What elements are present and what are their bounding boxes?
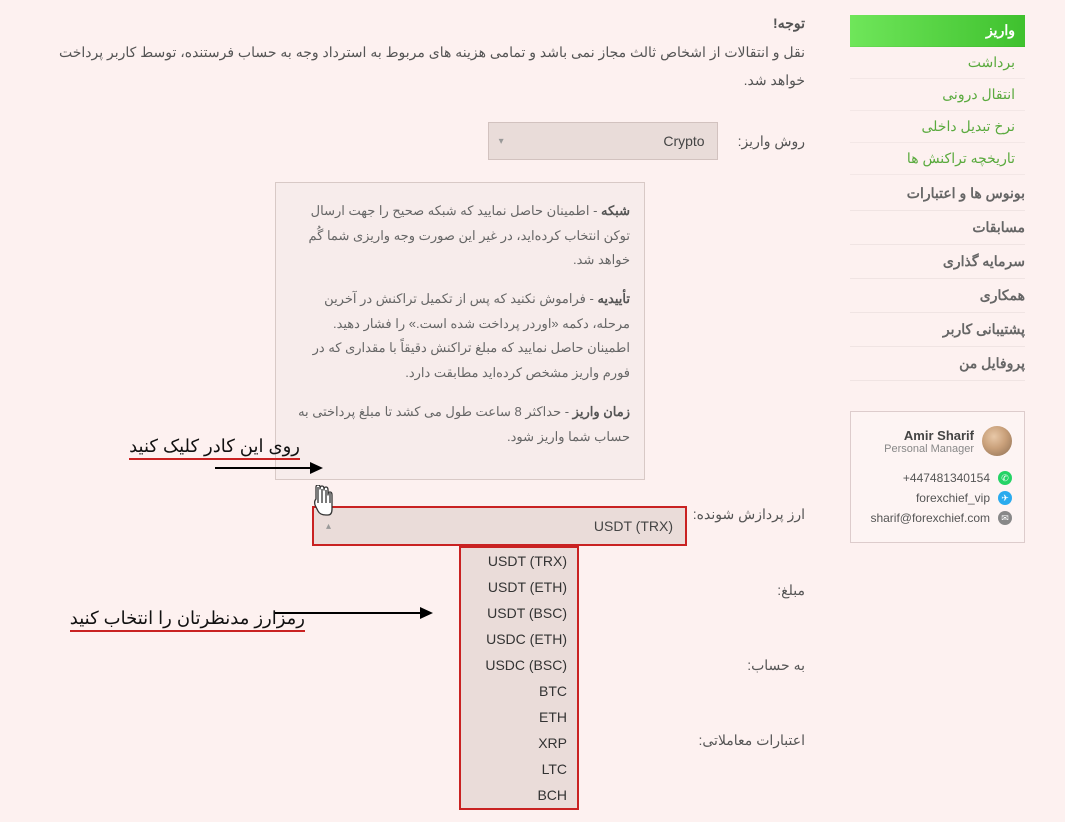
sidebar-section-investment[interactable]: سرمایه گذاری <box>850 245 1025 279</box>
chevron-up-icon: ▴ <box>326 521 331 532</box>
sidebar-section-profile[interactable]: پروفایل من <box>850 347 1025 381</box>
option-xrp[interactable]: XRP <box>461 730 577 756</box>
account-label: به حساب: <box>698 657 805 674</box>
paycurrency-dropdown: USDT (TRX) USDT (ETH) USDT (BSC) USDC (E… <box>459 546 579 810</box>
sidebar-section-contests[interactable]: مسابقات <box>850 211 1025 245</box>
option-usdt-bsc[interactable]: USDT (BSC) <box>461 600 577 626</box>
chevron-down-icon: ▾ <box>499 136 504 147</box>
option-bch[interactable]: BCH <box>461 782 577 808</box>
sidebar-section-support[interactable]: پشتیبانی کاربر <box>850 313 1025 347</box>
notice-title: توجه! <box>40 15 805 32</box>
option-btc[interactable]: BTC <box>461 678 577 704</box>
sidebar-section-partnership[interactable]: همکاری <box>850 279 1025 313</box>
credit-label: اعتبارات معاملاتی: <box>698 732 805 749</box>
annotation-1-text: روی این کادر کلیک کنید <box>129 436 300 460</box>
arrow-2 <box>275 605 435 630</box>
sidebar: واریز برداشت انتقال درونی نرخ تبدیل داخل… <box>850 15 1025 543</box>
telegram-icon: ✈ <box>998 491 1012 505</box>
main-content: توجه! نقل و انتقالات از اشخاص ثالث مجاز … <box>40 15 805 574</box>
manager-email: sharif@forexchief.com <box>870 511 990 525</box>
sidebar-item-transactions[interactable]: تاریخچه تراکنش ها <box>850 143 1025 175</box>
info-confirm-text: - فراموش نکنید که پس از تکمیل تراکنش در … <box>313 291 630 380</box>
annotation-2: رمزارز مدنظرتان را انتخاب کنید <box>45 608 305 629</box>
option-usdt-eth[interactable]: USDT (ETH) <box>461 574 577 600</box>
amount-label: مبلغ: <box>698 582 805 599</box>
option-eth[interactable]: ETH <box>461 704 577 730</box>
email-icon: ✉ <box>998 511 1012 525</box>
info-box: شبکه - اطمینان حاصل نمایید که شبکه صحیح … <box>275 182 645 480</box>
option-usdc-bsc[interactable]: USDC (BSC) <box>461 652 577 678</box>
info-network-label: شبکه <box>601 203 630 218</box>
paycurrency-select[interactable]: USDT (TRX) ▴ USDT (TRX) USDT (ETH) USDT … <box>312 506 687 546</box>
deposit-method-value: Crypto <box>663 133 704 149</box>
manager-card: Amir Sharif Personal Manager +4474813401… <box>850 411 1025 543</box>
annotation-1: روی این کادر کلیک کنید <box>40 436 300 457</box>
info-confirm-label: تأییدیه <box>597 291 630 306</box>
sidebar-item-internal-transfer[interactable]: انتقال درونی <box>850 79 1025 111</box>
arrow-1 <box>215 460 325 485</box>
notice-body: نقل و انتقالات از اشخاص ثالث مجاز نمی با… <box>40 38 805 94</box>
option-ltc[interactable]: LTC <box>461 756 577 782</box>
manager-phone-row[interactable]: +447481340154 ✆ <box>863 468 1012 488</box>
manager-email-row[interactable]: sharif@forexchief.com ✉ <box>863 508 1012 528</box>
avatar <box>982 426 1012 456</box>
deposit-method-label: روش واریز: <box>738 133 805 150</box>
sidebar-item-withdraw[interactable]: برداشت <box>850 47 1025 79</box>
manager-telegram-row[interactable]: forexchief_vip ✈ <box>863 488 1012 508</box>
option-usdc-eth[interactable]: USDC (ETH) <box>461 626 577 652</box>
whatsapp-icon: ✆ <box>998 471 1012 485</box>
manager-phone: +447481340154 <box>903 471 990 485</box>
manager-telegram: forexchief_vip <box>916 491 990 505</box>
manager-role: Personal Manager <box>884 443 974 455</box>
annotation-2-text: رمزارز مدنظرتان را انتخاب کنید <box>70 608 305 632</box>
sidebar-item-deposit[interactable]: واریز <box>850 15 1025 47</box>
sidebar-item-internal-rate[interactable]: نرخ تبدیل داخلی <box>850 111 1025 143</box>
sidebar-section-bonus[interactable]: بونوس ها و اعتبارات <box>850 177 1025 211</box>
paycurrency-label: ارز پردازش شونده: <box>705 506 805 523</box>
option-usdt-trx[interactable]: USDT (TRX) <box>461 548 577 574</box>
manager-name: Amir Sharif <box>884 428 974 443</box>
info-time-label: زمان واریز <box>573 404 630 419</box>
paycurrency-value: USDT (TRX) <box>594 518 673 534</box>
deposit-method-select[interactable]: Crypto ▾ <box>488 122 718 160</box>
info-network-text: - اطمینان حاصل نمایید که شبکه صحیح را جه… <box>309 203 630 267</box>
